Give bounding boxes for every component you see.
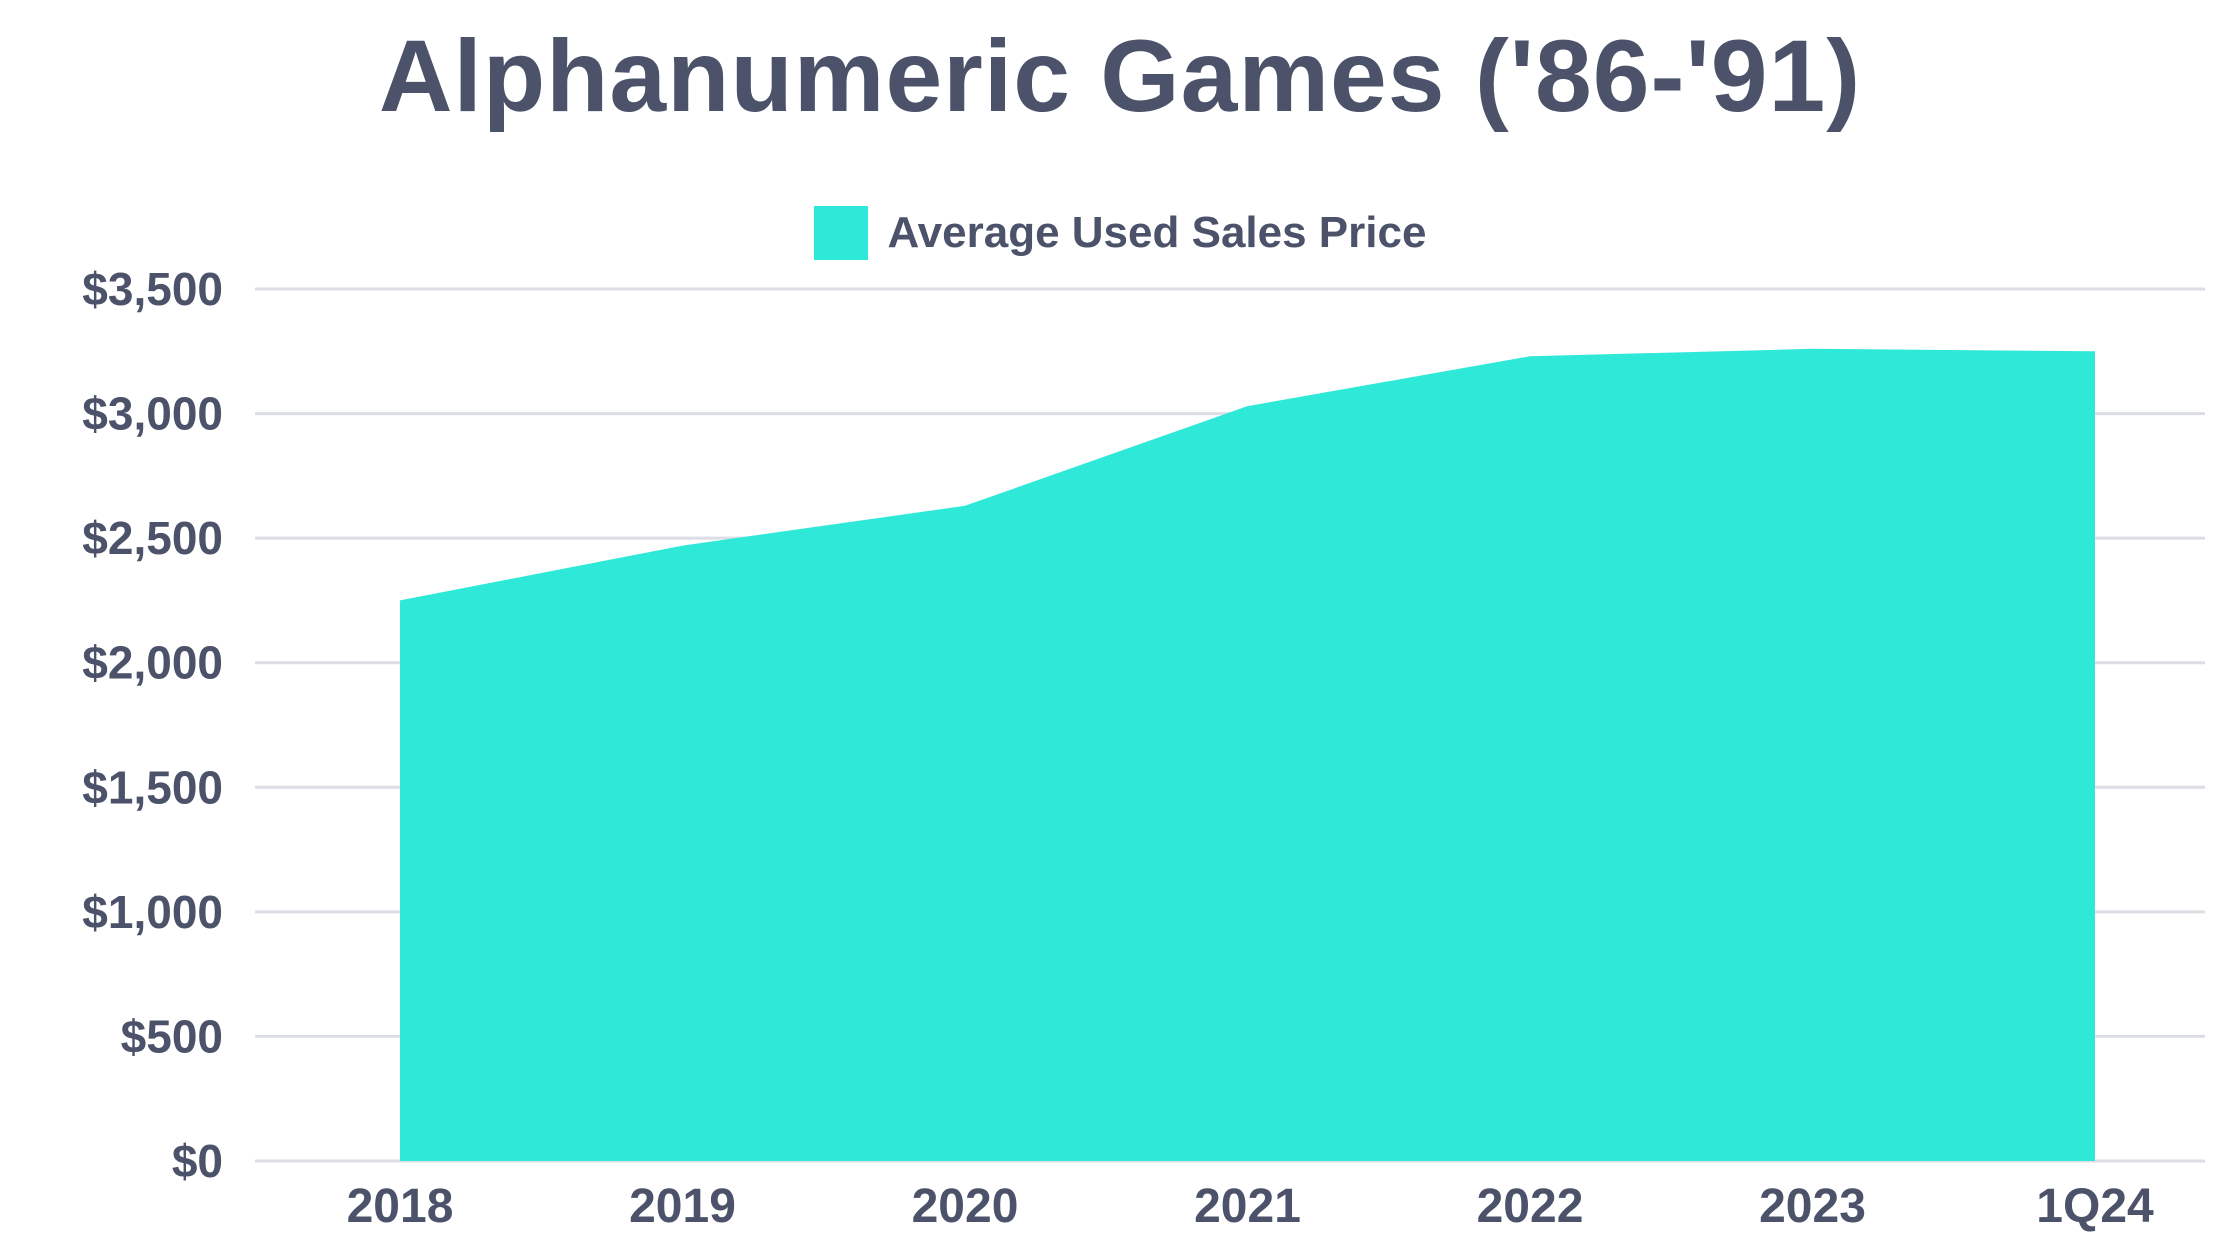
y-axis-label: $2,000 bbox=[82, 637, 223, 689]
y-axis-label: $1,000 bbox=[82, 886, 223, 938]
chart-title: Alphanumeric Games ('86-'91) bbox=[378, 19, 1862, 133]
x-axis-label: 2021 bbox=[1194, 1180, 1301, 1233]
y-axis-label: $3,500 bbox=[82, 263, 223, 315]
legend-label: Average Used Sales Price bbox=[887, 208, 1427, 257]
x-axis-label: 2019 bbox=[629, 1180, 736, 1233]
legend-swatch bbox=[813, 206, 868, 260]
x-axis-label: 1Q24 bbox=[2036, 1180, 2154, 1233]
x-axis-label: 2020 bbox=[912, 1180, 1019, 1233]
y-axis-label: $3,000 bbox=[82, 388, 223, 440]
y-axis-label: $500 bbox=[121, 1010, 223, 1062]
area-series bbox=[400, 348, 2095, 1161]
legend: Average Used Sales Price bbox=[0, 206, 2240, 260]
y-axis-label: $2,500 bbox=[82, 512, 223, 564]
y-axis-label: $0 bbox=[172, 1135, 223, 1187]
x-axis-label: 2023 bbox=[1759, 1180, 1866, 1233]
y-axis-label: $1,500 bbox=[82, 761, 223, 813]
x-axis-label: 2022 bbox=[1477, 1180, 1584, 1233]
x-axis-label: 2018 bbox=[347, 1180, 454, 1233]
